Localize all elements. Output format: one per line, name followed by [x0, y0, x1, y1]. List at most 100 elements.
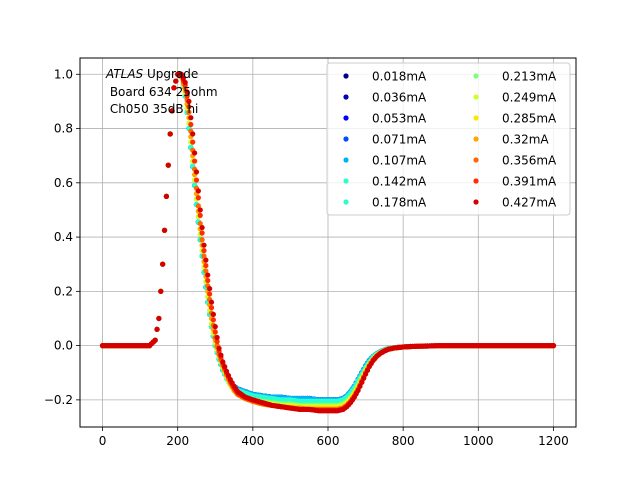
legend-marker: [343, 178, 349, 184]
data-point: [190, 131, 196, 137]
data-point: [223, 368, 230, 374]
series-0.427mA: [99, 71, 557, 414]
legend-item: 0.053mA: [343, 112, 427, 126]
legend-label: 0.356mA: [502, 154, 557, 168]
data-point: [216, 345, 222, 351]
y-tick-label: 0.8: [54, 122, 73, 136]
data-point: [171, 85, 177, 91]
data-point: [205, 272, 211, 278]
legend-marker: [473, 115, 479, 121]
data-point: [182, 79, 188, 86]
data-point: [212, 324, 218, 330]
x-tick-label: 200: [166, 434, 189, 448]
data-point: [169, 108, 175, 114]
data-point: [163, 193, 170, 199]
data-point: [186, 104, 192, 110]
data-point: [201, 242, 207, 248]
y-tick-label: 0.4: [54, 230, 73, 244]
data-point: [197, 220, 203, 227]
y-tick-label: 0.2: [54, 284, 73, 298]
data-points: [99, 71, 557, 414]
data-point: [357, 383, 363, 389]
legend-label: 0.249mA: [502, 91, 557, 105]
data-point: [188, 121, 194, 128]
data-point: [208, 299, 215, 305]
legend: 0.018mA 0.036mA 0.053mA 0.071mA 0.107mA 0.142…: [326, 62, 571, 216]
data-point: [184, 89, 190, 95]
legend-item: 0.107mA: [343, 154, 427, 168]
data-point: [154, 326, 160, 332]
data-point: [160, 261, 166, 267]
y-tick-label: 1.0: [54, 67, 73, 81]
data-point: [550, 343, 557, 349]
annotation-line-3: Ch050 35dB hi: [106, 102, 198, 116]
data-point: [199, 230, 205, 236]
data-point: [178, 71, 185, 77]
legend-label: 0.107mA: [372, 154, 427, 168]
legend-label: 0.053mA: [372, 112, 427, 126]
legend-label: 0.285mA: [502, 112, 557, 126]
legend-marker: [343, 199, 349, 205]
legend-item: 0.356mA: [473, 154, 557, 168]
legend-label: 0.142mA: [372, 175, 427, 189]
legend-label: 0.391mA: [502, 175, 557, 189]
legend-item: 0.32mA: [473, 133, 549, 147]
data-point: [203, 268, 209, 274]
data-point: [195, 188, 201, 194]
legend-label: 0.018mA: [372, 70, 427, 84]
legend-item: 0.249mA: [473, 91, 557, 105]
data-point: [186, 109, 192, 115]
legend-marker: [343, 73, 349, 79]
legend-label: 0.178mA: [372, 196, 427, 210]
legend-marker: [473, 157, 479, 163]
data-point: [210, 311, 216, 318]
y-tick-label: −0.2: [44, 393, 73, 407]
legend-item: 0.213mA: [473, 70, 557, 84]
legend-label: 0.036mA: [372, 91, 427, 105]
legend-label: 0.071mA: [372, 133, 427, 147]
legend-box: [326, 62, 571, 216]
data-point: [173, 78, 179, 84]
legend-item: 0.285mA: [473, 112, 557, 126]
data-point: [192, 158, 198, 164]
data-point: [222, 364, 228, 370]
legend-item: 0.018mA: [343, 70, 427, 84]
annotation-line-2: Board 634 25ohm: [106, 85, 218, 99]
x-tick-label: 1000: [463, 434, 494, 448]
data-point: [355, 387, 361, 393]
x-tick-label: 0: [99, 434, 107, 448]
legend-marker: [473, 73, 479, 79]
data-point: [192, 150, 198, 156]
data-point: [195, 203, 201, 209]
data-point: [218, 352, 224, 358]
data-point: [207, 286, 213, 292]
data-point: [210, 317, 216, 323]
legend-marker: [343, 136, 349, 142]
data-point: [359, 379, 365, 385]
data-point: [195, 195, 201, 201]
legend-label: 0.213mA: [502, 70, 557, 84]
axis-ticks: 0 200 400 600 800 1000 1200 −0.2 0.0 0.2 0.4 0.6 0.8…: [44, 67, 569, 448]
x-tick-label: 1200: [538, 434, 569, 448]
legend-item: 0.178mA: [343, 196, 427, 210]
data-point: [203, 257, 209, 263]
data-point: [205, 277, 211, 284]
data-point: [165, 162, 171, 168]
y-tick-label: 0.0: [54, 339, 73, 353]
data-point: [193, 177, 200, 183]
data-point: [180, 75, 186, 81]
data-point: [212, 329, 218, 335]
data-point: [167, 131, 173, 137]
data-point: [207, 291, 213, 297]
data-point: [214, 334, 220, 341]
data-point: [225, 372, 232, 379]
legend-item: 0.391mA: [473, 175, 557, 189]
y-tick-label: 0.6: [54, 176, 73, 190]
legend-item: 0.142mA: [343, 175, 427, 189]
data-point: [152, 337, 158, 343]
data-point: [199, 224, 205, 231]
legend-marker: [343, 115, 349, 121]
legend-item: 0.036mA: [343, 91, 427, 105]
data-point: [190, 139, 196, 145]
